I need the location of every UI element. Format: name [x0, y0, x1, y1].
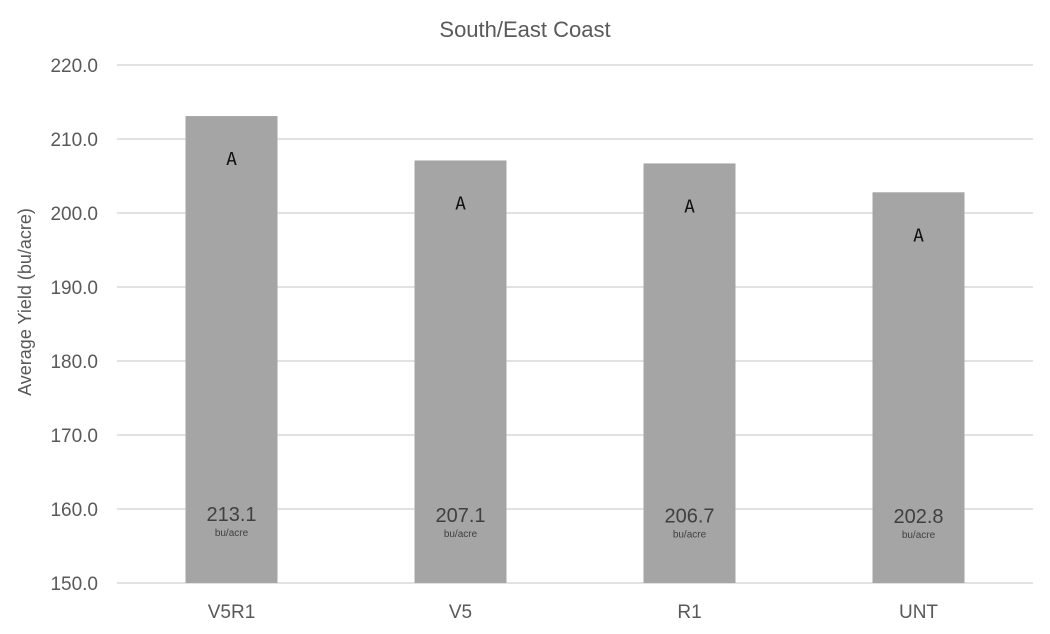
- x-tick-label: V5R1: [208, 602, 256, 623]
- bar-r1: [643, 163, 736, 584]
- y-axis-title: Average Yield (bu/acre): [15, 208, 35, 396]
- value-label: 207.1: [435, 505, 485, 527]
- unit-label: bu/acre: [444, 529, 478, 540]
- significance-letter: A: [913, 225, 924, 246]
- y-tick-label: 150.0: [50, 574, 98, 595]
- y-tick-label: 170.0: [50, 426, 98, 447]
- unit-label: bu/acre: [673, 529, 707, 540]
- y-tick-label: 200.0: [50, 204, 98, 225]
- significance-letter: A: [684, 196, 695, 217]
- y-tick-label: 160.0: [50, 500, 98, 521]
- y-tick-label: 210.0: [50, 130, 98, 151]
- value-label: 206.7: [664, 505, 714, 527]
- unit-label: bu/acre: [215, 528, 249, 539]
- value-label: 202.8: [893, 506, 943, 528]
- bar-v5: [414, 160, 507, 583]
- bar-v5r1: [185, 116, 278, 583]
- y-tick-label: 220.0: [50, 56, 98, 77]
- value-label: 213.1: [206, 504, 256, 526]
- x-tick-label: R1: [677, 602, 701, 623]
- y-tick-label: 180.0: [50, 352, 98, 373]
- significance-letter: A: [226, 149, 237, 170]
- significance-letter: A: [455, 193, 466, 214]
- unit-label: bu/acre: [902, 530, 936, 541]
- y-tick-label: 190.0: [50, 278, 98, 299]
- x-axis-ticks: V5R1 V5 R1 UNT: [208, 602, 939, 623]
- bars: [185, 116, 965, 584]
- x-tick-label: UNT: [899, 602, 938, 623]
- bar-unt: [872, 192, 965, 583]
- chart-title: South/East Coast: [439, 17, 610, 42]
- bar-labels: A 213.1 bu/acre A 207.1 bu/acre A 206.7 bu/acre A…: [206, 149, 943, 541]
- x-tick-label: V5: [449, 602, 472, 623]
- y-axis-ticks: 150.0 160.0 170.0 180.0 190.0 200.0 210.0 220.0: [50, 56, 98, 595]
